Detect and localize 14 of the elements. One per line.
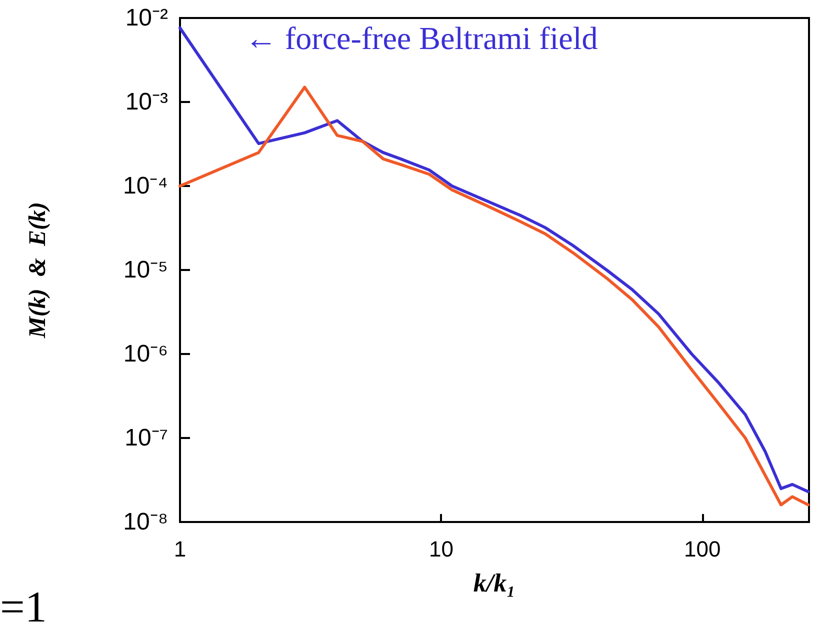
x-tick-label: 1 <box>174 536 186 562</box>
text: =1 <box>0 582 47 632</box>
x-tick-label: 100 <box>684 536 721 562</box>
y-axis-title: M(k) & E(k) <box>25 202 51 339</box>
x-tick-label: 10 <box>428 536 454 562</box>
x-axis-title: k/k₁ <box>473 568 516 598</box>
y-tick-label: 10⁻⁸ <box>123 508 168 536</box>
y-tick-label: 10⁻² <box>125 4 168 32</box>
y-tick-label: 10⁻⁵ <box>123 256 168 284</box>
y-tick-label: 10⁻⁷ <box>124 424 168 452</box>
y-tick-label: 10⁻⁴ <box>122 172 168 200</box>
y-tick-label: 10⁻³ <box>125 88 168 116</box>
annotation: ← force-free Beltrami field <box>245 20 598 56</box>
y-tick-label: 10⁻⁶ <box>123 340 168 368</box>
